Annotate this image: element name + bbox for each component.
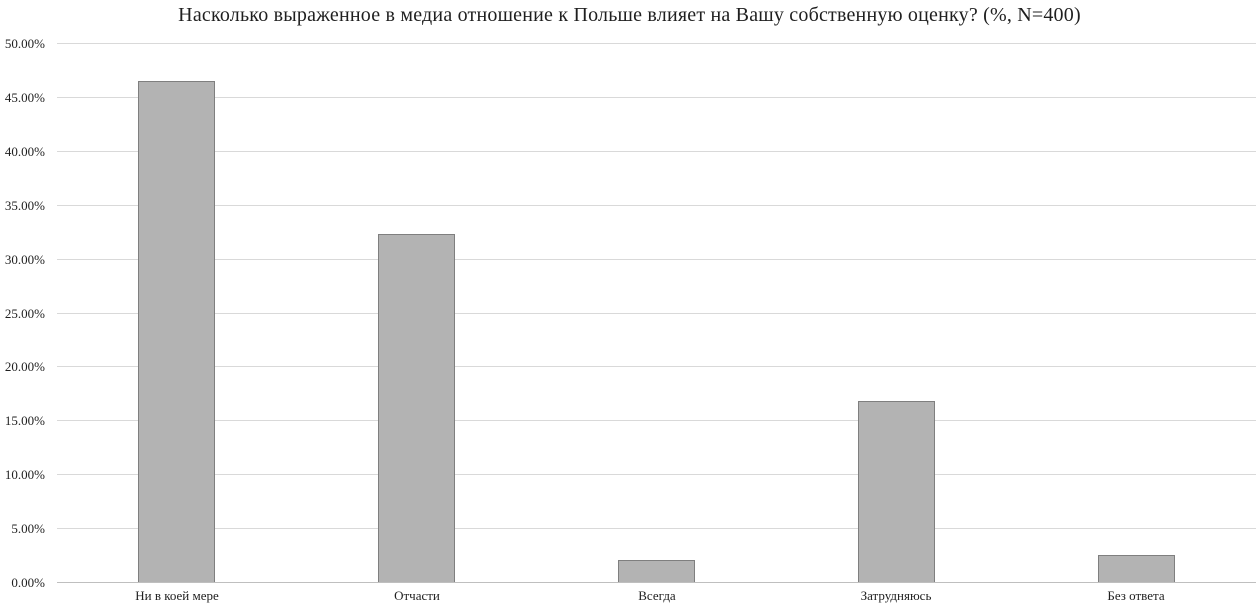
y-axis-tick-label: 25.00% bbox=[4, 306, 45, 321]
y-axis-tick-label: 45.00% bbox=[4, 90, 45, 105]
x-axis-tick-label: Затрудняюсь bbox=[860, 588, 932, 603]
y-axis-tick-label: 10.00% bbox=[4, 467, 45, 482]
bar-4 bbox=[858, 401, 935, 582]
gridline bbox=[57, 313, 1256, 314]
y-axis-tick-label: 15.00% bbox=[4, 413, 45, 428]
bar-2 bbox=[378, 234, 455, 582]
x-axis-line bbox=[57, 582, 1256, 583]
x-axis-tick-label: Ни в коей мере bbox=[135, 588, 219, 603]
bar-1 bbox=[138, 81, 215, 582]
y-axis-tick-label: 20.00% bbox=[4, 359, 45, 374]
gridline bbox=[57, 474, 1256, 475]
x-axis-tick-label: Всегда bbox=[638, 588, 676, 603]
x-axis-tick-label: Без ответа bbox=[1107, 588, 1165, 603]
x-axis: Ни в коей мере Отчасти Всегда Затрудняюсь Бе… bbox=[57, 588, 1256, 606]
gridline bbox=[57, 97, 1256, 98]
y-axis-tick-label: 30.00% bbox=[4, 252, 45, 267]
y-axis-tick-label: 0.00% bbox=[11, 575, 45, 590]
gridline bbox=[57, 259, 1256, 260]
gridline bbox=[57, 366, 1256, 367]
bar-3 bbox=[618, 560, 695, 582]
x-axis-tick-label: Отчасти bbox=[394, 588, 440, 603]
gridline bbox=[57, 43, 1256, 44]
y-axis-tick-label: 35.00% bbox=[4, 198, 45, 213]
gridline bbox=[57, 420, 1256, 421]
y-axis-tick-label: 50.00% bbox=[4, 36, 45, 51]
y-axis: 0.00% 5.00% 10.00% 15.00% 20.00% 25.00% 30.00%… bbox=[0, 0, 45, 609]
gridline bbox=[57, 205, 1256, 206]
bar-5 bbox=[1098, 555, 1175, 582]
gridline bbox=[57, 528, 1256, 529]
plot-area bbox=[57, 43, 1256, 583]
gridline bbox=[57, 151, 1256, 152]
y-axis-tick-label: 5.00% bbox=[11, 521, 45, 536]
chart-title: Насколько выраженное в медиа отношение к… bbox=[178, 4, 1081, 26]
y-axis-tick-label: 40.00% bbox=[4, 144, 45, 159]
